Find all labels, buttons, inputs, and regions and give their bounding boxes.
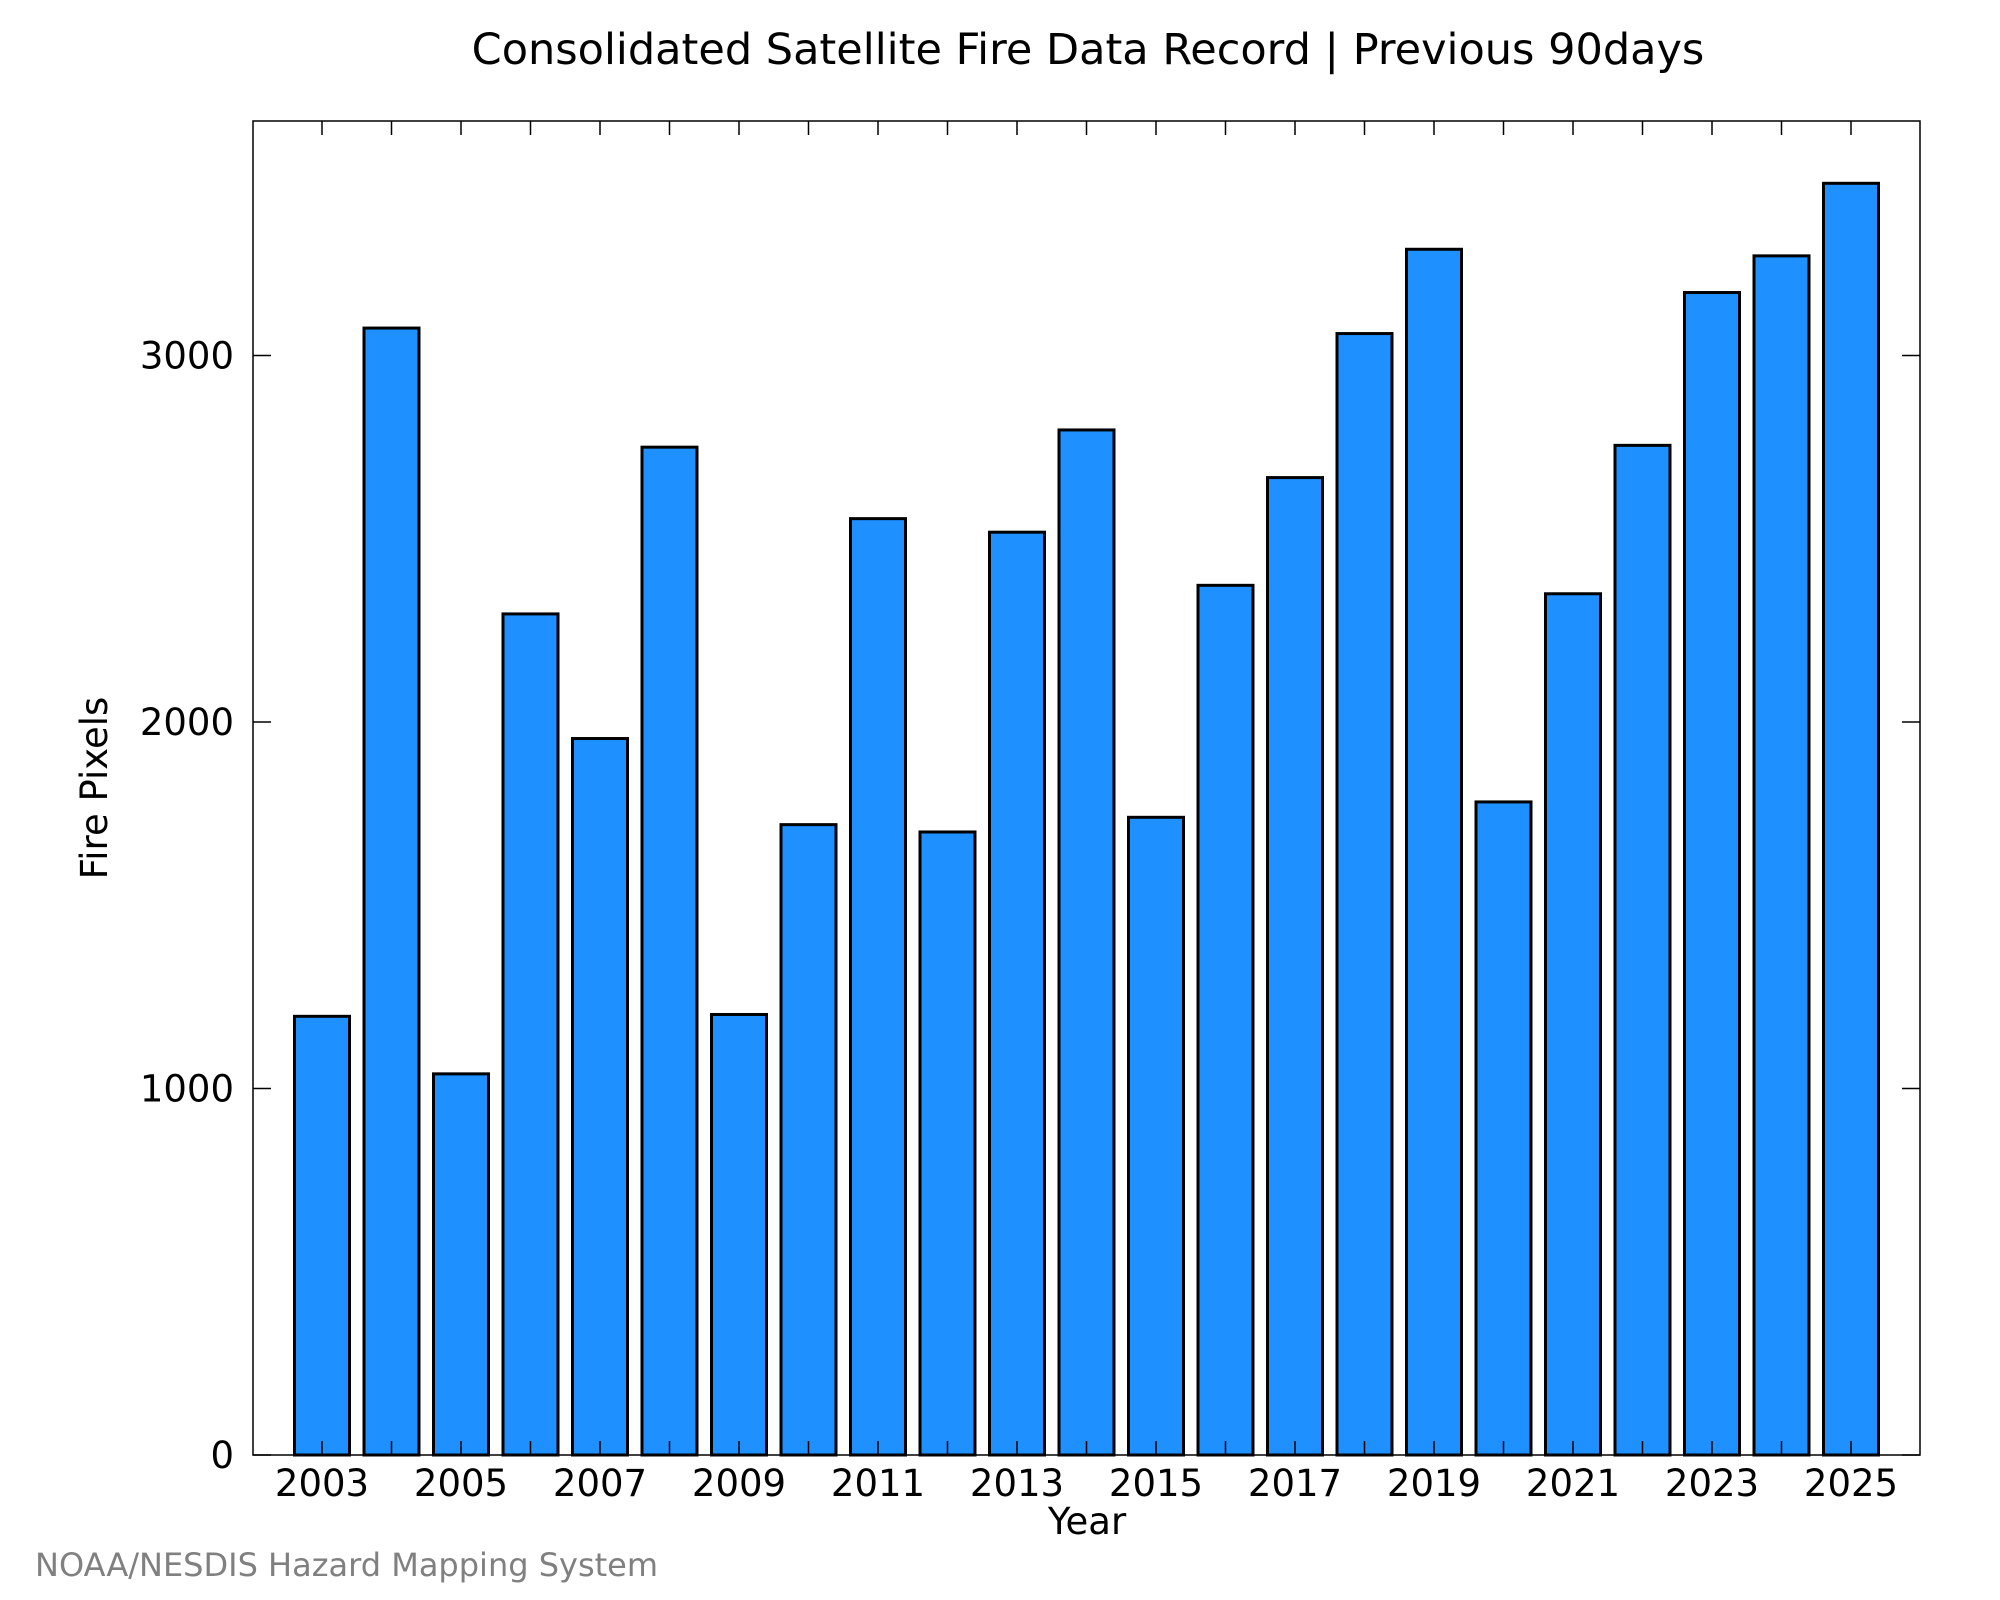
- bar-2003: [293, 1014, 351, 1457]
- bar-2005: [432, 1072, 490, 1457]
- bar-2015: [1127, 815, 1185, 1457]
- x-axis-label: Year: [1047, 1500, 1127, 1543]
- y-axis-label: Fire Pixels: [73, 697, 116, 880]
- x-tick-label-2017: 2017: [1248, 1462, 1342, 1505]
- chart-title: Consolidated Satellite Fire Data Record …: [472, 25, 1705, 75]
- bar-2009: [710, 1012, 768, 1457]
- bar-2023: [1683, 291, 1741, 1457]
- bar-2019: [1405, 247, 1463, 1457]
- bar-2021: [1544, 592, 1602, 1457]
- bar-2010: [779, 823, 838, 1457]
- y-tick-label-3000: 3000: [140, 335, 234, 378]
- x-tick-label-2007: 2007: [553, 1462, 647, 1505]
- bar-2017: [1266, 476, 1324, 1457]
- bar-2016: [1196, 583, 1255, 1457]
- x-tick-label-2021: 2021: [1526, 1462, 1620, 1505]
- bar-2014: [1057, 428, 1116, 1457]
- x-tick-label-2025: 2025: [1804, 1462, 1898, 1505]
- bar-2004: [362, 326, 421, 1457]
- bar-2013: [988, 530, 1046, 1457]
- bar-2018: [1335, 332, 1394, 1457]
- bar-2006: [501, 612, 560, 1457]
- y-tick-label-2000: 2000: [140, 701, 234, 744]
- bars-group: [293, 181, 1880, 1457]
- x-tick-label-2011: 2011: [831, 1462, 925, 1505]
- bar-2008: [640, 445, 699, 1457]
- bar-2012: [918, 830, 977, 1457]
- x-tick-label-2023: 2023: [1665, 1462, 1759, 1505]
- x-axis: 2003 2005 2007 2009 2011 2013 2015 2017 2019 2021…: [275, 121, 1898, 1505]
- y-tick-label-1000: 1000: [140, 1068, 234, 1111]
- x-tick-label-2019: 2019: [1387, 1462, 1481, 1505]
- x-tick-label-2015: 2015: [1109, 1462, 1203, 1505]
- bar-2007: [571, 737, 629, 1457]
- bar-2025: [1822, 181, 1880, 1457]
- credit-text: NOAA/NESDIS Hazard Mapping System: [35, 1546, 658, 1584]
- y-axis: 0 1000 2000 3000: [140, 335, 1920, 1477]
- x-tick-label-2003: 2003: [275, 1462, 369, 1505]
- bar-2024: [1752, 254, 1811, 1457]
- bar-2011: [849, 517, 907, 1457]
- x-tick-label-2009: 2009: [692, 1462, 786, 1505]
- bar-2020: [1474, 800, 1533, 1457]
- x-tick-label-2005: 2005: [414, 1462, 508, 1505]
- y-tick-label-0: 0: [210, 1434, 234, 1477]
- x-tick-label-2013: 2013: [970, 1462, 1064, 1505]
- bar-2022: [1613, 443, 1672, 1457]
